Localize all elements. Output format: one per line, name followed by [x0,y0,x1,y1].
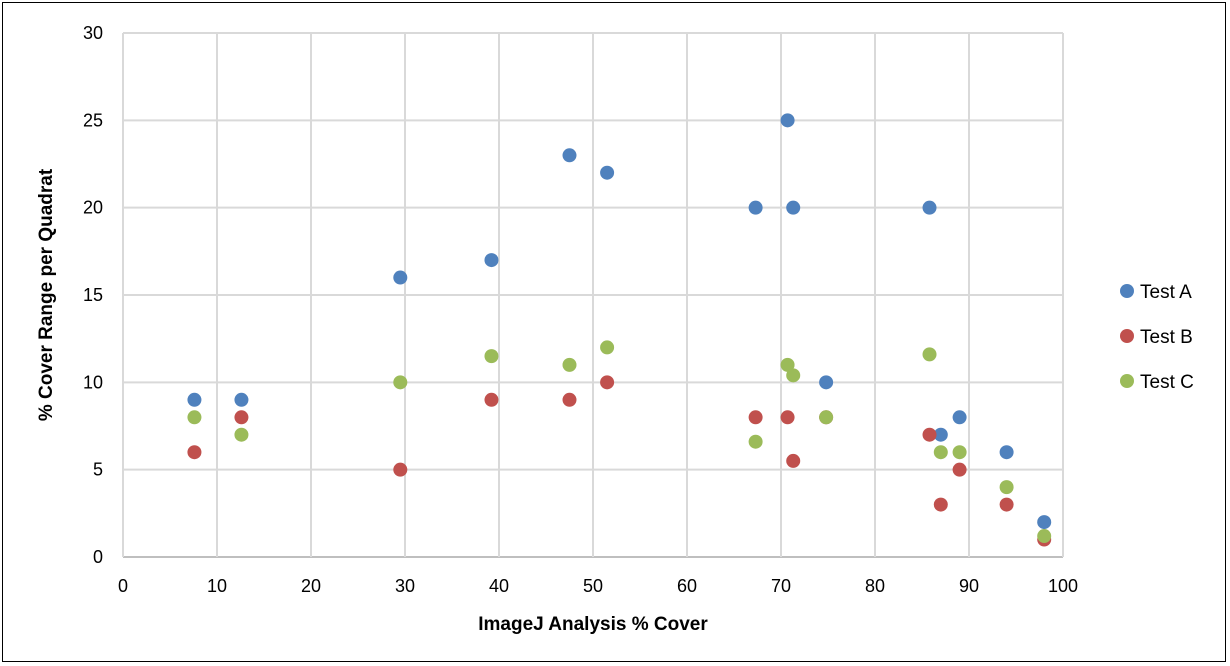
data-point-test-a [952,410,967,425]
data-point-test-a [1037,515,1052,530]
data-point-test-a [562,148,577,163]
data-point-test-c [786,368,801,383]
data-point-test-a [922,200,937,215]
x-axis-title: ImageJ Analysis % Cover [478,614,708,635]
data-point-test-c [952,445,967,460]
data-point-test-b [234,410,249,425]
x-tick-label: 80 [865,576,885,596]
y-tick-label: 30 [83,23,103,43]
data-point-test-c [562,357,577,372]
data-point-test-a [393,270,408,285]
data-point-test-c [819,410,834,425]
data-point-test-a [484,253,499,268]
data-point-test-c [999,480,1014,495]
data-point-test-a [999,445,1014,460]
data-point-test-c [933,445,948,460]
data-point-test-c [234,427,249,442]
y-tick-label: 15 [83,285,103,305]
data-point-test-b [484,392,499,407]
x-tick-label: 100 [1048,576,1078,596]
data-point-test-a [786,200,801,215]
x-tick-label: 40 [489,576,509,596]
data-point-test-b [600,375,615,390]
data-point-test-c [1037,529,1052,544]
data-point-test-c [187,410,202,425]
data-point-test-b [748,410,763,425]
data-point-test-b [786,453,801,468]
data-point-test-c [600,340,615,355]
y-axis-title: % Cover Range per Quadrat [36,168,57,421]
data-point-test-a [600,165,615,180]
data-point-test-a [187,392,202,407]
data-point-test-a [933,427,948,442]
legend-marker [1120,284,1134,298]
data-points [187,113,1052,547]
x-tick-label: 50 [583,576,603,596]
data-point-test-b [393,462,408,477]
y-tick-label: 20 [83,198,103,218]
legend-marker [1120,329,1134,343]
x-tick-label: 10 [207,576,227,596]
x-tick-label: 70 [771,576,791,596]
y-tick-label: 10 [83,372,103,392]
data-point-test-b [562,392,577,407]
data-point-test-b [952,462,967,477]
data-point-test-b [780,410,795,425]
y-tick-label: 0 [93,547,103,567]
y-tick-label: 25 [83,110,103,130]
legend-label: Test C [1140,372,1194,393]
data-point-test-b [922,427,937,442]
legend-label: Test B [1140,327,1193,348]
data-point-test-c [922,347,937,362]
data-point-test-b [999,497,1014,512]
data-point-test-a [780,113,795,128]
x-tick-label: 20 [301,576,321,596]
grid [122,32,1064,558]
data-point-test-c [748,434,763,449]
data-point-test-c [393,375,408,390]
tick-labels: 0 5 10 15 20 25 30 0 10 20 30 40 50 60 70 80 90 100 [83,23,1078,596]
data-point-test-a [819,375,834,390]
data-point-test-c [484,349,499,364]
x-tick-label: 0 [118,576,128,596]
data-point-test-a [748,200,763,215]
legend-marker [1120,374,1134,388]
data-point-test-b [933,497,948,512]
x-tick-label: 30 [395,576,415,596]
data-point-test-c [780,357,795,372]
legend-label: Test A [1140,282,1192,303]
legend: Test A Test B Test C [1120,282,1194,393]
data-point-test-a [234,392,249,407]
data-point-test-b [187,445,202,460]
x-tick-label: 60 [677,576,697,596]
y-tick-label: 5 [93,460,103,480]
x-tick-label: 90 [959,576,979,596]
